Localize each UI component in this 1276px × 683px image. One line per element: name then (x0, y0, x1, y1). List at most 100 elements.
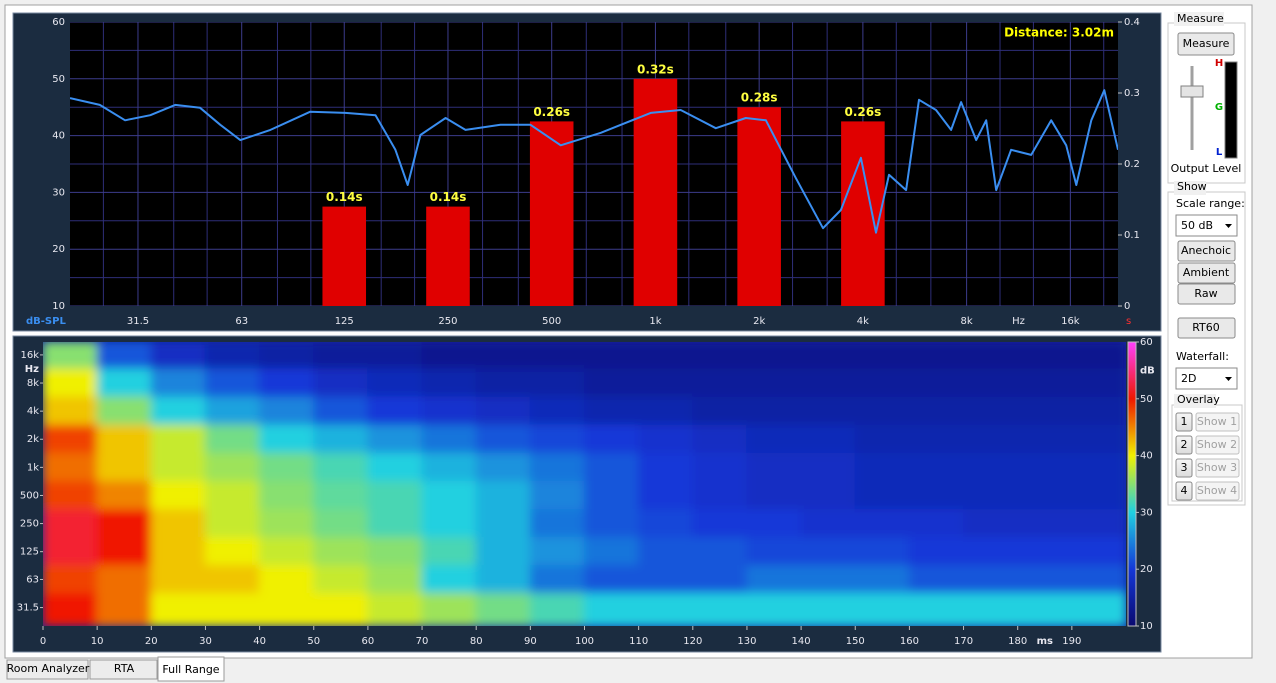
waterfall-select[interactable] (1175, 367, 1238, 390)
tab-label[interactable]: RTA (114, 662, 135, 675)
measure-button[interactable] (1177, 32, 1235, 56)
y-tick-label: 2k (27, 434, 39, 445)
slider-thumb[interactable] (1180, 85, 1204, 98)
overlay-show-label[interactable]: Show 1 (1197, 415, 1237, 428)
y-tick-label: 4k (27, 406, 39, 417)
waterfall-chart: 0 10 20 30 40 50 60 70 80 90 100 110 120 130 140 150 160… (17, 337, 1155, 647)
x-tick-label: 16k (1061, 316, 1080, 327)
overlay-number-button[interactable] (1175, 412, 1193, 432)
heatmap-cell (1017, 342, 1073, 370)
overlay-show-button[interactable] (1195, 435, 1240, 455)
response-chart: 31.5 63 125 250 500 1k 2k 4k 8k 16k 10 20 30 40 50 60 0 0… (26, 17, 1140, 327)
heatmap-cell (638, 396, 694, 426)
heatmap-cell (908, 593, 965, 626)
meter-label: L (1216, 147, 1223, 158)
heatmap-cell (529, 396, 585, 426)
heatmap-cell (367, 593, 423, 626)
tab-label[interactable]: Full Range (162, 663, 219, 676)
tab-selected[interactable] (157, 656, 225, 682)
tab[interactable] (6, 659, 89, 680)
plot-area (70, 78, 1118, 306)
button-label[interactable]: RT60 (1192, 321, 1220, 334)
overlay-show-label[interactable]: Show 3 (1197, 461, 1237, 474)
field-label: Waterfall: (1176, 350, 1229, 363)
x-tick-label: 4k (857, 316, 869, 327)
x-tick-label: 130 (737, 636, 756, 647)
x-axis-unit: ms (1037, 636, 1053, 647)
heatmap-cell (963, 565, 1019, 595)
heatmap-cell (800, 593, 856, 626)
tab[interactable] (89, 659, 158, 680)
heatmap-cell (150, 342, 206, 370)
button-label[interactable]: Anechoic (1181, 244, 1231, 257)
overlay-show-label[interactable]: Show 2 (1197, 438, 1237, 451)
heatmap-cell (259, 396, 315, 426)
tab-label[interactable]: Room Analyzer (7, 662, 90, 675)
heatmap-cell (421, 368, 477, 398)
select-value[interactable]: 50 dB (1181, 219, 1213, 232)
view-button[interactable] (1177, 240, 1236, 262)
y2-axis-unit: s (1126, 316, 1131, 327)
heatmap-cell (584, 537, 640, 567)
rt60-bar (841, 121, 885, 306)
y-tick-label: 500 (20, 490, 39, 501)
heatmap-cell (692, 424, 748, 454)
overlay-show-label[interactable]: Show 4 (1197, 484, 1237, 497)
heatmap-cell (367, 480, 423, 511)
button-label[interactable]: Raw (1194, 287, 1217, 300)
heatmap-cell (854, 424, 910, 454)
overlay-show-button[interactable] (1195, 412, 1240, 432)
heatmap-cell (313, 480, 369, 511)
overlay-show-button[interactable] (1195, 481, 1240, 501)
heatmap-cell (204, 565, 261, 595)
heatmap-cell (854, 537, 910, 567)
button-label[interactable]: Ambient (1183, 266, 1230, 279)
heatmap-cell (1017, 565, 1073, 595)
overlay-number[interactable]: 2 (1181, 438, 1188, 451)
control-panel: Measure Measure H G L Output Level Show … (1167, 12, 1246, 506)
overlay-number[interactable]: 1 (1181, 415, 1188, 428)
heatmap-cell (529, 593, 585, 626)
colorbar-tick-label: 60 (1140, 337, 1153, 348)
bar-value-label: 0.32s (637, 62, 674, 76)
colorbar (1127, 341, 1137, 627)
heatmap-cell (204, 537, 261, 567)
overlay-number-button[interactable] (1175, 458, 1193, 478)
heatmap-cell (150, 537, 206, 567)
group-label: Overlay (1177, 393, 1220, 406)
overlay-show-button[interactable] (1195, 458, 1240, 478)
view-button[interactable] (1177, 283, 1236, 305)
heatmap-cell (638, 565, 694, 595)
select-value[interactable]: 2D (1181, 372, 1196, 385)
heatmap-cell (963, 509, 1019, 539)
view-button[interactable] (1177, 262, 1236, 284)
heatmap-cell (746, 342, 802, 370)
rt60-bar (737, 107, 781, 306)
heatmap-cell (367, 396, 423, 426)
group-label: Measure (1177, 12, 1224, 25)
overlay-number[interactable]: 3 (1181, 461, 1188, 474)
group-label-bg (1174, 394, 1216, 408)
heatmap-cell (854, 593, 910, 626)
heatmap-cell (421, 593, 477, 626)
heatmap-cell (1071, 509, 1126, 539)
heatmap-cell (96, 396, 152, 426)
scale-select[interactable] (1175, 214, 1238, 237)
heatmap-cell (43, 424, 98, 454)
heatmap-cell (746, 537, 802, 567)
heatmap-cell (584, 396, 640, 426)
heatmap-cell (529, 565, 585, 595)
heatmap-cell (908, 396, 965, 426)
heatmap-cell (313, 509, 369, 539)
overlay-number-button[interactable] (1175, 435, 1193, 455)
button-label[interactable]: Measure (1183, 37, 1230, 50)
heatmap-cells (43, 342, 1126, 626)
heatmap-cell (313, 342, 369, 370)
heatmap-cell (638, 509, 694, 539)
heatmap-cell (908, 537, 965, 567)
y2-tick-label: 0.4 (1124, 17, 1140, 28)
rt60-button[interactable] (1177, 317, 1236, 339)
overlay-number[interactable]: 4 (1181, 484, 1188, 497)
overlay-number-button[interactable] (1175, 481, 1193, 501)
response-curve (70, 89, 1118, 234)
